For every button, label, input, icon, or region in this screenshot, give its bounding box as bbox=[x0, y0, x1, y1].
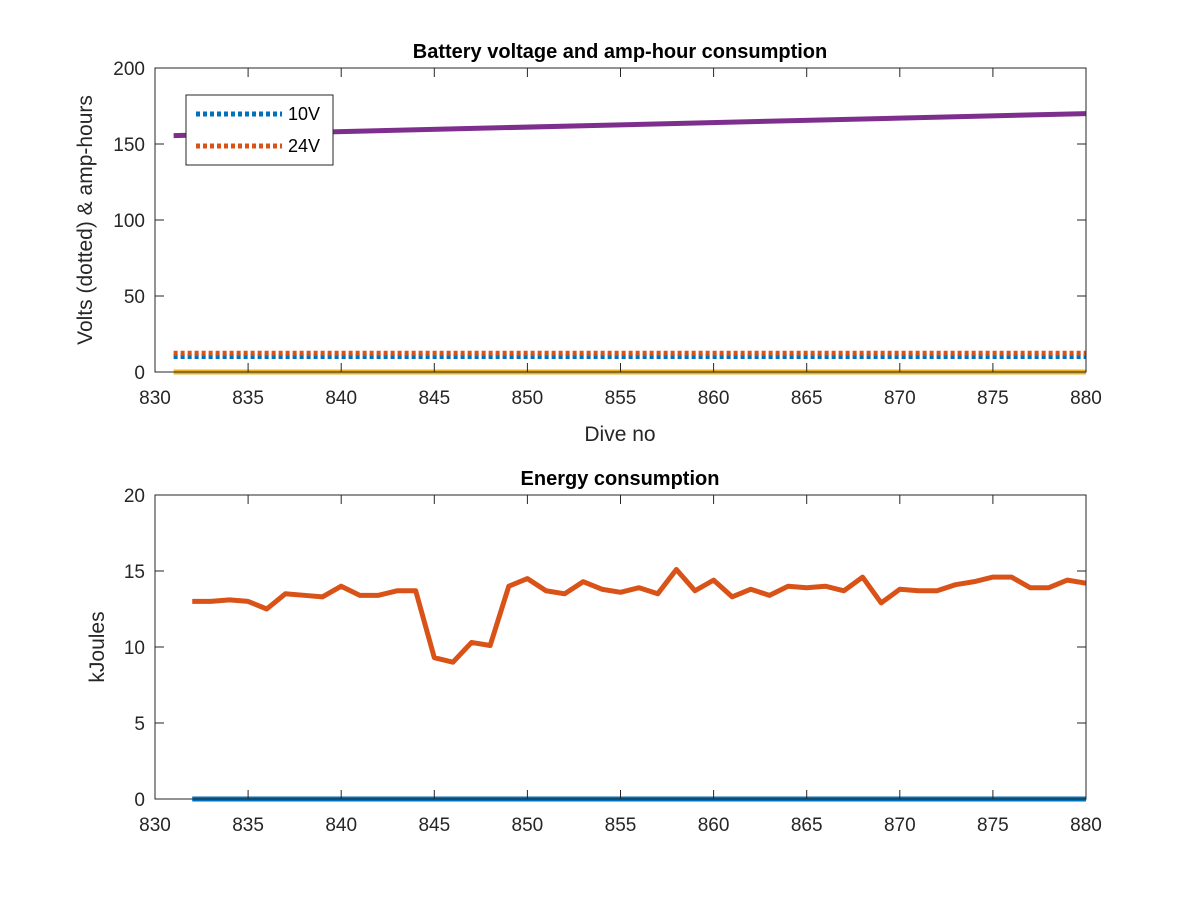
tick-layer: 830 835 840 845 850 855 860 865 870 875 880 0 50 100 1… bbox=[113, 59, 1102, 409]
x-tick-label: 855 bbox=[605, 388, 637, 409]
x-tick-label: 875 bbox=[977, 388, 1009, 409]
x-tick-label: 850 bbox=[512, 388, 544, 409]
x-tick-label: 835 bbox=[232, 388, 264, 409]
x-axis-label: Dive no bbox=[584, 423, 655, 446]
chart-voltage: Battery voltage and amp-hour consumption… bbox=[74, 41, 1102, 446]
y-tick-label: 150 bbox=[113, 135, 145, 156]
chart-energy: Energy consumption 830 835 840 845 850 855 860… bbox=[86, 468, 1102, 836]
x-tick-label: 865 bbox=[791, 815, 823, 836]
y-tick-label: 200 bbox=[113, 59, 145, 80]
y-tick-label: 100 bbox=[113, 211, 145, 232]
legend-label-24v: 24V bbox=[288, 136, 320, 156]
y-axis-label: Volts (dotted) & amp-hours bbox=[74, 95, 97, 345]
legend-label-10v: 10V bbox=[288, 104, 320, 124]
y-tick-label: 20 bbox=[124, 486, 145, 507]
legend: 10V 24V bbox=[185, 94, 334, 166]
x-tick-label: 865 bbox=[791, 388, 823, 409]
y-tick-label: 50 bbox=[124, 287, 145, 308]
y-axis-label: kJoules bbox=[86, 611, 109, 682]
x-tick-label: 845 bbox=[418, 388, 450, 409]
x-tick-label: 840 bbox=[325, 815, 357, 836]
x-tick-label: 835 bbox=[232, 815, 264, 836]
x-tick-label: 880 bbox=[1070, 388, 1102, 409]
x-tick-label: 830 bbox=[139, 388, 171, 409]
y-tick-label: 10 bbox=[124, 638, 145, 659]
x-tick-label: 880 bbox=[1070, 815, 1102, 836]
plot-frame bbox=[154, 494, 1087, 800]
x-tick-label: 850 bbox=[512, 815, 544, 836]
x-tick-label: 845 bbox=[418, 815, 450, 836]
chart-title: Energy consumption bbox=[521, 468, 720, 490]
y-tick-label: 0 bbox=[134, 363, 145, 384]
x-tick-label: 875 bbox=[977, 815, 1009, 836]
legend-box bbox=[185, 94, 334, 166]
x-tick-label: 830 bbox=[139, 815, 171, 836]
x-tick-label: 840 bbox=[325, 388, 357, 409]
x-tick-label: 870 bbox=[884, 388, 916, 409]
y-tick-label: 5 bbox=[134, 714, 145, 735]
x-tick-label: 870 bbox=[884, 815, 916, 836]
x-tick-label: 860 bbox=[698, 388, 730, 409]
chart-title: Battery voltage and amp-hour consumption bbox=[413, 41, 827, 63]
plot-frame bbox=[154, 67, 1087, 373]
y-tick-label: 15 bbox=[124, 562, 145, 583]
x-tick-label: 860 bbox=[698, 815, 730, 836]
series-line-2 bbox=[192, 566, 1087, 665]
x-tick-label: 855 bbox=[605, 815, 637, 836]
y-tick-label: 0 bbox=[134, 790, 145, 811]
